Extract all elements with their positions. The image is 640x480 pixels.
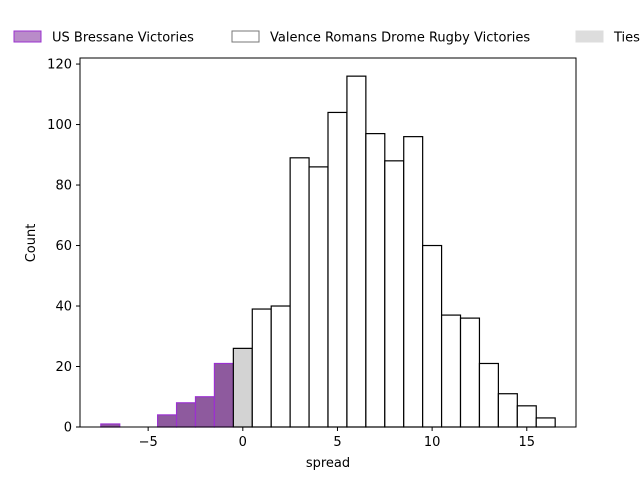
legend-label: Valence Romans Drome Rugby Victories: [270, 31, 530, 46]
histogram-bar: [422, 244, 443, 428]
histogram-bar: [327, 111, 348, 428]
histogram-bar: [194, 396, 216, 428]
x-axis-title: spread: [306, 456, 350, 471]
y-axis-title: Count: [24, 224, 39, 263]
y-tick-label: 60: [55, 239, 72, 254]
plot-area-frame: [79, 57, 577, 428]
histogram-bar: [175, 402, 197, 428]
y-tick-label: 20: [55, 360, 72, 375]
y-tick-label: 80: [55, 179, 72, 194]
histogram-bar: [251, 308, 272, 428]
histogram-bar: [403, 136, 424, 428]
legend-label: Ties: [613, 31, 640, 46]
legend: US Bressane Victories Valence Romans Drom…: [13, 30, 640, 46]
histogram-bar: [346, 75, 367, 428]
y-tick-label: 0: [64, 421, 72, 436]
x-tick-label: −5: [139, 435, 158, 450]
histogram-bar: [365, 133, 386, 428]
y-tick-label: 40: [55, 300, 72, 315]
x-tick-label: 5: [333, 435, 341, 450]
x-axis: −5 0 5 10 15: [139, 427, 535, 450]
histogram-bar: [478, 362, 499, 428]
histogram-bar: [497, 393, 518, 428]
y-axis: 0 20 40 60 80 100 120: [47, 58, 80, 436]
histogram-bar: [157, 414, 178, 428]
legend-swatch: [231, 30, 260, 43]
histogram-bar: [535, 417, 556, 428]
x-tick-label: 10: [424, 435, 441, 450]
histogram-bar: [213, 362, 234, 428]
histogram-bar: [270, 305, 291, 428]
y-tick-label: 120: [47, 58, 72, 73]
legend-label: US Bressane Victories: [52, 31, 194, 46]
histogram-bar: [384, 160, 405, 428]
histogram-bars: [100, 75, 556, 428]
histogram-bar: [459, 317, 481, 428]
histogram-bar: [516, 405, 537, 428]
y-tick-label: 100: [47, 118, 72, 133]
legend-swatch: [575, 30, 604, 43]
histogram-bar: [232, 347, 253, 428]
x-tick-label: 0: [239, 435, 247, 450]
x-tick-label: 15: [519, 435, 536, 450]
legend-swatch: [13, 30, 42, 43]
histogram-bar: [440, 314, 462, 428]
histogram-bar: [308, 166, 329, 428]
histogram-bar: [289, 157, 310, 428]
